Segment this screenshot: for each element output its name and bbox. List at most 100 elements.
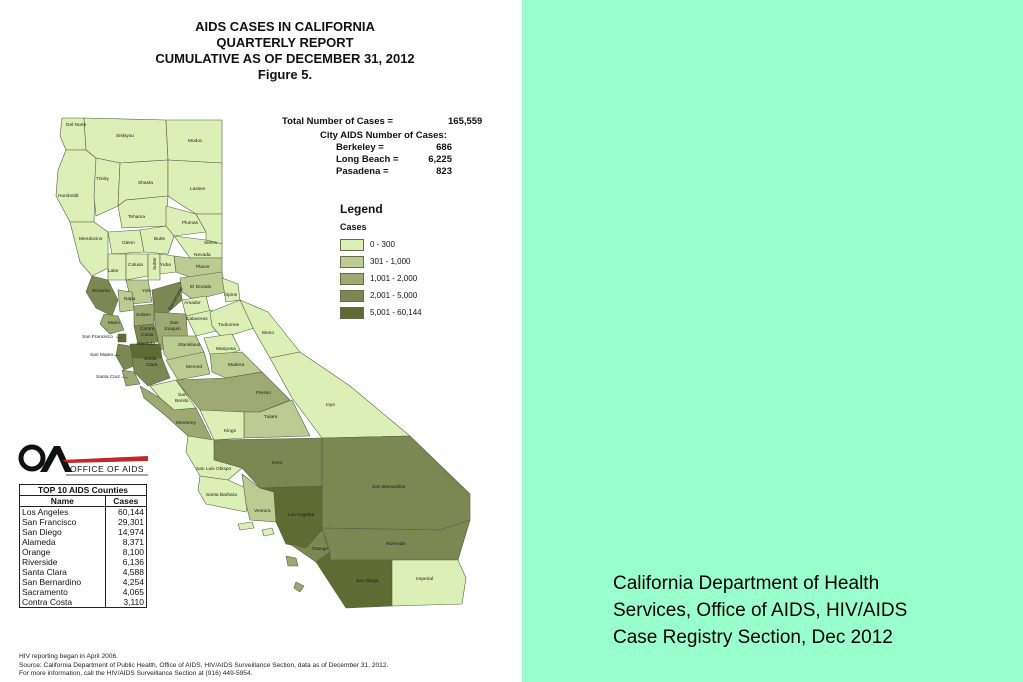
label-sierra: Sierra [204, 240, 217, 246]
label-leaders [113, 336, 129, 379]
table-row: San Bernardino 4,254 [19, 577, 148, 587]
county-mariposa [203, 333, 241, 361]
label-san-mateo: San Mateo [90, 352, 114, 358]
label-madera: Madera [228, 362, 245, 368]
title-line-3: CUMULATIVE AS OF DECEMBER 31, 2012 [155, 51, 415, 66]
legend-swatch [340, 306, 364, 319]
legend-label: 2,001 - 5,000 [370, 291, 418, 300]
label-santa-clara-2: Clara [146, 362, 158, 368]
label-san-diego: San Diego [356, 578, 379, 584]
label-alpine: Alpine [224, 292, 238, 298]
county-butte [139, 225, 175, 255]
label-nevada: Nevada [194, 252, 211, 258]
city-row-long-beach: Long Beach = 6,225 [336, 154, 482, 166]
footnotes: HIV reporting began in April 2006. Sourc… [19, 653, 519, 679]
col-header-name: Name [19, 495, 106, 507]
top10-caption: TOP 10 AIDS Counties [19, 484, 147, 496]
county-cases-cell: 8,371 [104, 537, 148, 547]
label-marin: Marin [108, 320, 120, 326]
label-tehama: Tehama [128, 214, 145, 220]
county-kern [213, 437, 323, 489]
county-name-cell: Riverside [19, 557, 106, 567]
label-kings: Kings [224, 428, 237, 434]
total-cases-label: Total Number of Cases = [282, 116, 393, 127]
city-row-berkeley: Berkeley = 686 [336, 142, 482, 154]
label-kern: Kern [272, 460, 282, 466]
label-ventura: Ventura [254, 508, 271, 514]
legend-title: Legend [340, 202, 383, 216]
county-kings [199, 409, 245, 441]
label-contra-costa-2: Costa [141, 332, 154, 338]
label-mariposa: Mariposa [216, 346, 236, 352]
county-trinity [93, 157, 121, 217]
county-santa-cruz [121, 369, 141, 387]
county-name-cell: Los Angeles [19, 506, 106, 517]
label-napa: Napa [124, 296, 136, 302]
label-placer: Placer [196, 264, 210, 270]
office-of-aids-logo: OFFICE OF AIDS [18, 444, 148, 476]
county-name-cell: San Francisco [19, 517, 106, 527]
county-labels: Del Norte Siskiyou Modoc Humboldt Trinit… [58, 122, 433, 584]
title-line-2: QUARTERLY REPORT [216, 35, 354, 50]
label-lake: Lake [108, 268, 119, 274]
county-name-cell: Alameda [19, 537, 106, 547]
label-imperial: Imperial [416, 576, 433, 582]
label-san-benito-2: Benito [175, 398, 189, 404]
legend-swatch [340, 272, 364, 285]
channel-island [285, 555, 299, 567]
label-san-francisco: San Francisco [82, 334, 113, 340]
county-marin [99, 313, 125, 335]
city-row-pasadena: Pasadena = 823 [336, 166, 482, 178]
leader-santa-cruz [121, 376, 129, 379]
figure-panel: AIDS CASES IN CALIFORNIA QUARTERLY REPOR… [18, 19, 519, 679]
table-row: San Francisco 29,301 [19, 517, 148, 527]
table-row: San Diego 14,974 [19, 527, 148, 537]
label-lassen: Lassen [190, 186, 206, 192]
leader-san-francisco [115, 336, 123, 339]
logo-o-mark [18, 444, 46, 472]
county-cases-cell: 6,136 [104, 557, 148, 567]
county-tuolumne [209, 299, 255, 339]
county-name-cell: Sacramento [19, 587, 106, 597]
label-merced: Merced [186, 364, 202, 370]
legend-item: 5,001 - 60,144 [340, 304, 422, 321]
city-value: 823 [436, 166, 452, 177]
label-shasta: Shasta [138, 180, 153, 186]
label-fresno: Fresno [256, 390, 271, 396]
county-nevada [173, 235, 223, 259]
county-santa-barbara [197, 475, 251, 513]
table-row: Orange 8,100 [19, 547, 148, 557]
label-monterey: Monterey [176, 420, 197, 426]
logo-swoosh [62, 456, 148, 463]
total-cases-value: 165,559 [448, 116, 483, 127]
county-cases-cell: 4,065 [104, 587, 148, 597]
label-modoc: Modoc [188, 138, 203, 144]
county-tehama [117, 195, 169, 229]
caption-line: Services, Office of AIDS, HIV/AIDS [613, 600, 908, 621]
city-name: Pasadena = [336, 166, 389, 177]
leader-san-mateo [113, 354, 121, 357]
slide-caption: California Department of Health Services… [613, 570, 1013, 651]
city-value: 6,225 [428, 154, 452, 165]
county-contra-costa [133, 323, 159, 345]
label-san-benito-1: San [178, 392, 187, 398]
label-el-dorado: El Dorado [190, 284, 212, 290]
county-name-cell: Contra Costa [19, 597, 106, 608]
label-glenn: Glenn [122, 240, 135, 246]
legend-item: 0 - 300 [340, 236, 422, 253]
table-row: Sacramento 4,065 [19, 587, 148, 597]
table-row: Contra Costa 3,110 [19, 597, 148, 608]
label-riverside: Riverside [386, 541, 406, 547]
california-county-map: Del Norte Siskiyou Modoc Humboldt Trinit… [55, 117, 471, 609]
channel-island [237, 521, 255, 531]
total-cases-row: Total Number of Cases = 165,559 [282, 116, 482, 128]
table-row: Riverside 6,136 [19, 557, 148, 567]
label-mendocino: Mendocino [79, 236, 103, 242]
col-header-cases: Cases [104, 495, 148, 507]
legend-item: 2,001 - 5,000 [340, 287, 422, 304]
title-line-4: Figure 5. [257, 67, 313, 82]
logo-text: OFFICE OF AIDS [70, 464, 144, 474]
county-plumas [165, 205, 207, 237]
label-yuba: Yuba [160, 262, 171, 268]
label-trinity: Trinity [96, 176, 109, 182]
